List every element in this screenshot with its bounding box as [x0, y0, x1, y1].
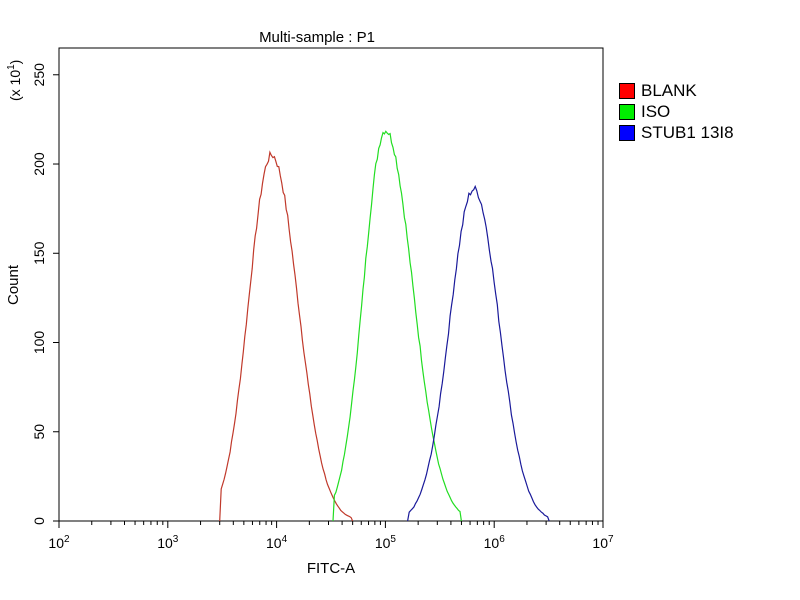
y-tick-label: 0	[31, 517, 47, 525]
series-line-iso	[332, 130, 462, 522]
x-tick-label: 104	[266, 534, 288, 551]
y-tick-label: 200	[31, 152, 47, 176]
legend-label: STUB1 13I8	[641, 123, 734, 142]
x-axis-label: FITC-A	[307, 560, 355, 577]
legend-label: BLANK	[641, 81, 697, 100]
x-tick-label: 107	[592, 534, 614, 551]
plot-frame	[58, 47, 604, 522]
legend-swatch	[619, 82, 635, 99]
chart-title: Multi-sample : P1	[259, 29, 375, 46]
legend-item-blank: BLANK	[619, 80, 734, 101]
y-axis-label: Count	[5, 264, 22, 305]
y-axis-multiplier: (x 101)	[6, 60, 23, 101]
x-tick-label: 105	[375, 534, 397, 551]
series-line-stub1-13i8	[407, 184, 550, 522]
y-tick-label: 150	[31, 241, 47, 265]
legend-swatch	[619, 103, 635, 120]
svg-text:(x 101): (x 101)	[6, 60, 23, 101]
legend-item-stub1: STUB1 13I8	[619, 122, 734, 143]
series-line-blank	[219, 150, 354, 522]
y-tick-label: 100	[31, 331, 47, 355]
y-tick-label: 50	[31, 424, 47, 440]
x-tick-label: 103	[157, 534, 179, 551]
y-tick-label: 250	[31, 63, 47, 87]
legend: BLANK ISO STUB1 13I8	[619, 80, 734, 143]
legend-item-iso: ISO	[619, 101, 734, 122]
legend-swatch	[619, 124, 635, 141]
x-tick-label: 106	[484, 534, 506, 551]
legend-label: ISO	[641, 102, 671, 121]
x-tick-label: 102	[48, 534, 70, 551]
